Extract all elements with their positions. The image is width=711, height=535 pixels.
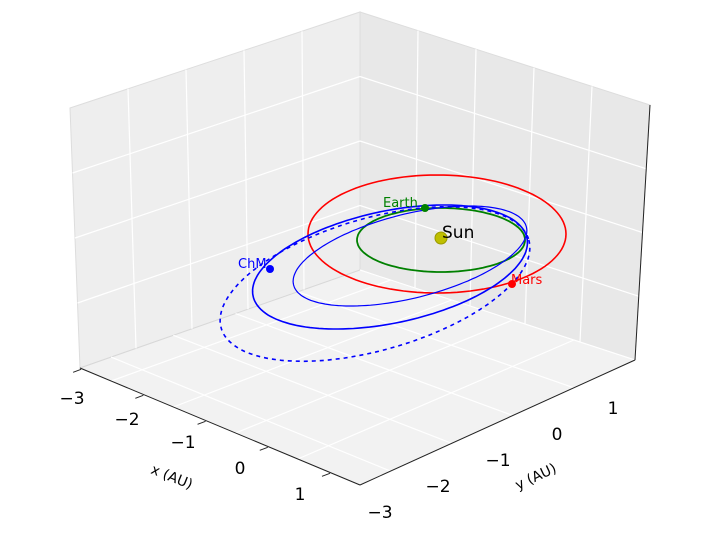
chm-orbit-dotted	[219, 205, 531, 363]
x-tick-label: 0	[235, 459, 246, 479]
wall-grid-line	[72, 75, 361, 174]
floor-grid-line	[235, 319, 514, 434]
floor-grid-line	[359, 269, 636, 361]
x-tick-label: −1	[170, 433, 195, 453]
floor-grid-line	[173, 334, 452, 444]
y-tick-label: 1	[608, 399, 619, 419]
floor-grid-line	[297, 291, 575, 389]
mars-label: Mars	[511, 273, 543, 288]
sun-label: Sun	[442, 223, 474, 243]
wall-grid-line	[359, 75, 647, 170]
x-tick-mark	[72, 368, 82, 373]
chm-orbit-solid	[251, 204, 529, 330]
chm-label: ChM	[238, 257, 267, 272]
x-tick-label: 1	[295, 485, 306, 505]
x-tick-label: −3	[59, 389, 84, 409]
mars-orbit	[307, 174, 567, 294]
y-axis-label: y (AU)	[513, 461, 559, 494]
sun-marker	[434, 231, 448, 245]
y-tick-label: 0	[552, 425, 563, 445]
y-tick-label: −3	[367, 503, 392, 523]
right-edge	[634, 104, 651, 361]
x-axis-label: x (AU)	[149, 462, 195, 493]
y-tick-label: −1	[485, 451, 510, 471]
earth-orbit	[356, 207, 526, 273]
orbit-series	[219, 174, 567, 363]
mars-marker	[508, 280, 516, 288]
y-tick-label: −2	[425, 477, 450, 497]
floor-grid-line	[235, 312, 513, 417]
earth-label: Earth	[383, 196, 418, 211]
x-tick-mark	[135, 394, 144, 399]
wall-grid-line	[77, 204, 361, 304]
earth-marker	[421, 204, 429, 212]
wall-grid-line	[74, 140, 361, 239]
y-axis-line	[359, 359, 636, 486]
x-tick-mark	[259, 446, 268, 451]
wall-grid-line	[359, 140, 643, 234]
x-axis-line	[79, 367, 361, 486]
floor-grid-line	[173, 299, 452, 408]
floor-grid-line	[297, 339, 575, 460]
x-tick-mark	[321, 472, 331, 477]
wall-grid-line	[359, 204, 639, 297]
chm-marker	[266, 265, 274, 273]
floor-grid-line	[110, 356, 391, 472]
x-tick-mark	[197, 420, 206, 425]
floor-grid-line	[110, 279, 391, 382]
tick-labels: −3 −2 −1 0 1 −3 −2 −1 0 1	[59, 368, 619, 523]
x-tick-label: −2	[114, 410, 139, 430]
grid-lines	[72, 30, 647, 486]
chm-orbit-inner	[292, 205, 528, 307]
